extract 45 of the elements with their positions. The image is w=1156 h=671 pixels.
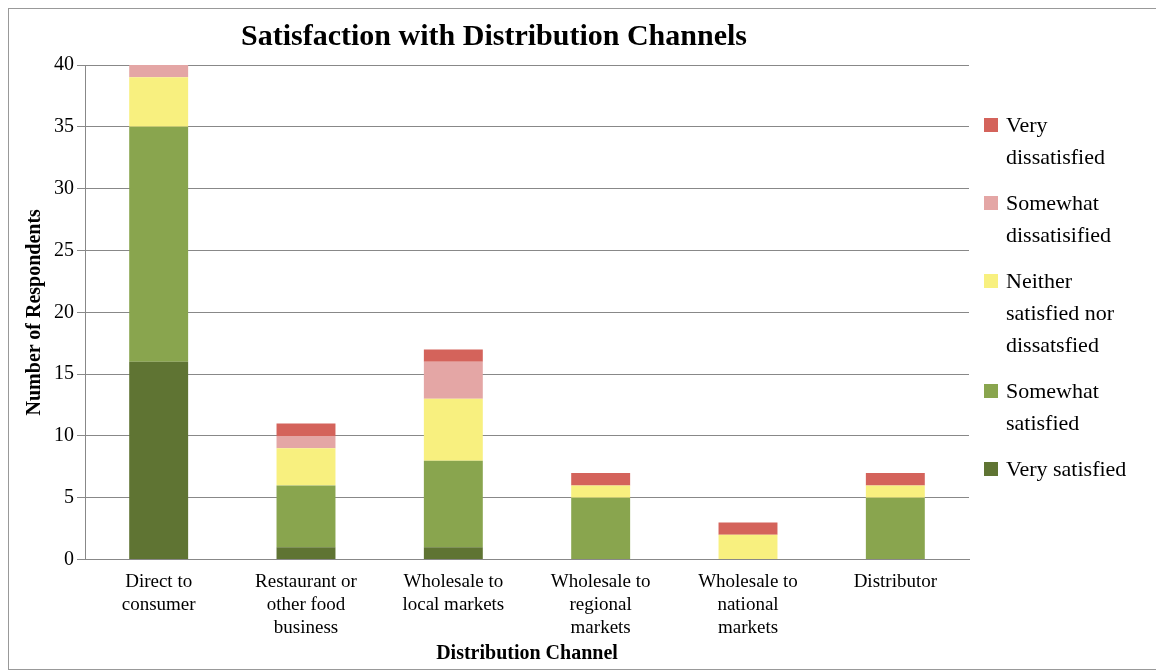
y-tick-label: 0: [64, 546, 74, 569]
bar: [865, 485, 925, 498]
bar: [276, 448, 336, 486]
bar: [276, 547, 336, 560]
bar: [865, 497, 925, 560]
y-tick-label: 25: [54, 237, 74, 260]
bar: [571, 497, 631, 560]
x-tick-label: Wholesale to regional markets: [550, 569, 651, 637]
x-tick-label: Wholesale to local markets: [402, 569, 505, 614]
y-axis-title: Number of Respondents: [22, 208, 46, 416]
x-tick-label: Distributor: [853, 569, 938, 591]
bar: [129, 77, 189, 127]
bar: [423, 460, 483, 548]
x-tick-label: Direct to consumer: [121, 569, 197, 614]
bar: [423, 398, 483, 461]
legend-label: Very satisfied: [1006, 455, 1128, 483]
bar: [423, 349, 483, 362]
bar: [571, 485, 631, 498]
bar: [865, 473, 925, 486]
y-tick-label: 15: [54, 361, 74, 384]
bar: [129, 361, 189, 560]
legend-label: Somewhat dissatisified: [1006, 189, 1113, 249]
bar: [571, 473, 631, 486]
y-tick-label: 10: [54, 423, 74, 446]
x-tick-label: Restaurant or other food business: [255, 569, 358, 637]
y-tick-label: 5: [64, 485, 74, 508]
x-tick-label: Wholesale to national markets: [698, 569, 798, 637]
bar: [718, 522, 778, 535]
y-tick-label: 20: [54, 299, 74, 322]
legend-label: Neither satisfied nor dissatsfied: [1006, 267, 1116, 359]
bar: [276, 485, 336, 548]
legend-label: Very dissatisfied: [1006, 111, 1106, 171]
y-tick-label: 35: [54, 114, 74, 137]
bar: [276, 423, 336, 436]
bar: [129, 126, 189, 362]
bar: [423, 547, 483, 560]
y-tick-label: 30: [54, 175, 74, 198]
y-tick-label: 40: [54, 52, 74, 75]
chart-title: Satisfaction with Distribution Channels: [241, 17, 747, 51]
bar: [276, 435, 336, 449]
x-axis-title: Distribution Channel: [436, 641, 619, 664]
bar: [423, 361, 483, 399]
bar: [718, 534, 778, 560]
bar: [129, 65, 189, 78]
legend-label: Somewhat satisfied: [1006, 377, 1100, 437]
